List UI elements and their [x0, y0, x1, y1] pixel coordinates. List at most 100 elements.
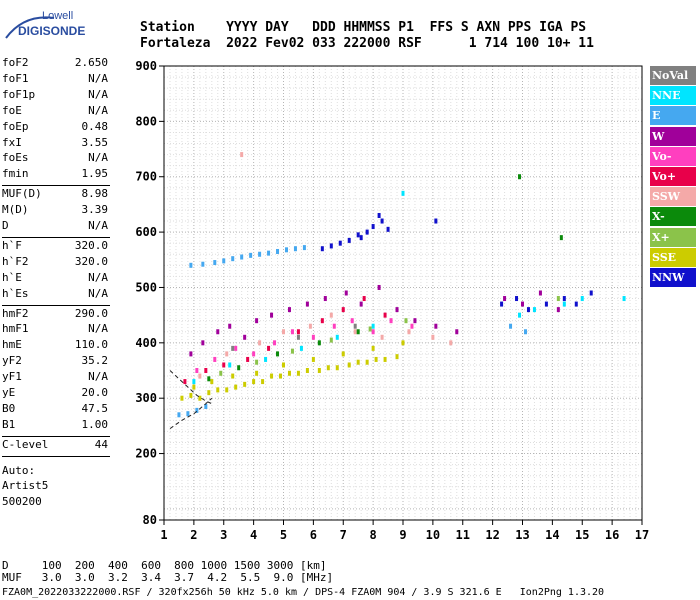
data-point [380, 218, 384, 224]
footer: D 100 200 400 600 800 1000 1500 3000 [km… [2, 560, 333, 584]
data-point [574, 301, 578, 307]
param-row: D N/A [2, 219, 108, 235]
digisonde-logo: Lowell DIGISONDE [4, 8, 104, 42]
data-point [222, 362, 226, 368]
data-point [532, 307, 536, 313]
data-point [267, 345, 271, 351]
param-row: C-level 44 [2, 438, 108, 454]
legend: NoVal NNE E W Vo- Vo+ SSW X- X+ SSE NNW [650, 66, 696, 288]
data-point [377, 284, 381, 290]
data-point [201, 261, 205, 267]
data-point [503, 296, 507, 302]
y-tick-label: 800 [135, 114, 157, 128]
param-name: fxI [2, 135, 22, 149]
data-point [273, 340, 277, 346]
data-point [228, 323, 232, 329]
data-point [225, 351, 229, 357]
data-point [195, 407, 199, 413]
data-point [276, 248, 280, 254]
param-name: h`Es [2, 286, 29, 300]
param-separator [2, 304, 110, 306]
data-point [350, 318, 354, 324]
param-name: hmF1 [2, 322, 29, 336]
param-value: 320.0 [74, 238, 108, 252]
data-point [231, 373, 235, 379]
param-name: foEs [2, 151, 29, 165]
data-point [299, 345, 303, 351]
param-row: foF2 2.650 [2, 56, 108, 72]
param-name: foF2 [2, 56, 29, 69]
data-point [395, 307, 399, 313]
legend-item: NNE [650, 86, 696, 106]
param-row: yE 20.0 [2, 386, 108, 402]
param-value: N/A [88, 286, 108, 300]
data-point [255, 359, 259, 365]
data-point [383, 356, 387, 362]
data-point [225, 387, 229, 393]
y-tick-label: 500 [135, 280, 157, 294]
data-point [305, 368, 309, 374]
data-point [410, 323, 414, 329]
data-point [544, 301, 548, 307]
data-point [559, 235, 563, 241]
data-point [374, 356, 378, 362]
data-point [404, 318, 408, 324]
data-point [282, 362, 285, 368]
data-point [518, 174, 522, 180]
data-point [293, 246, 297, 252]
data-point [189, 351, 193, 357]
param-row: foF1p N/A [2, 88, 108, 104]
data-point [320, 246, 324, 252]
param-row: h`F2 320.0 [2, 255, 108, 271]
data-point [362, 296, 366, 302]
param-row: hmF2 290.0 [2, 307, 108, 323]
data-point [380, 334, 384, 340]
param-name: D [2, 219, 9, 232]
legend-item: W [650, 126, 696, 146]
data-point [365, 359, 369, 365]
param-name: hmE [2, 338, 22, 352]
x-tick-label: 16 [605, 528, 619, 542]
param-separator [2, 185, 110, 187]
data-point [198, 373, 202, 379]
x-tick-label: 15 [575, 528, 589, 542]
data-point [270, 373, 274, 379]
data-point [255, 370, 259, 376]
data-point [258, 340, 262, 346]
data-point [431, 334, 435, 340]
logo-swoosh-icon [5, 16, 55, 39]
data-point [183, 379, 187, 385]
param-separator [2, 236, 110, 238]
param-row: B0 47.5 [2, 402, 108, 418]
data-point [371, 224, 375, 230]
param-value: N/A [88, 87, 108, 101]
param-value: N/A [88, 103, 108, 117]
data-point [326, 365, 330, 371]
data-point [344, 290, 348, 296]
plot-frame [163, 65, 643, 521]
param-value: 320.0 [74, 254, 108, 268]
data-point [228, 362, 232, 368]
x-tick-label: 2 [190, 528, 197, 542]
param-auto-name: Artist5 [2, 479, 49, 493]
param-auto-code: 500200 [2, 494, 42, 508]
data-point [556, 307, 560, 313]
data-point [287, 370, 291, 376]
data-point [383, 312, 387, 318]
param-row: h`E N/A [2, 271, 108, 287]
legend-item: Vo+ [650, 166, 696, 186]
data-point [368, 326, 372, 332]
x-tick-label: 9 [399, 528, 406, 542]
data-point [455, 329, 459, 335]
data-point [267, 250, 271, 256]
param-value: N/A [88, 219, 108, 232]
data-point [255, 318, 259, 324]
param-name: yF2 [2, 354, 22, 368]
data-point [521, 301, 524, 307]
param-row: foEs N/A [2, 151, 108, 167]
data-point [305, 301, 309, 307]
param-row: foE N/A [2, 104, 108, 120]
data-point [264, 356, 268, 362]
data-point [270, 312, 274, 318]
